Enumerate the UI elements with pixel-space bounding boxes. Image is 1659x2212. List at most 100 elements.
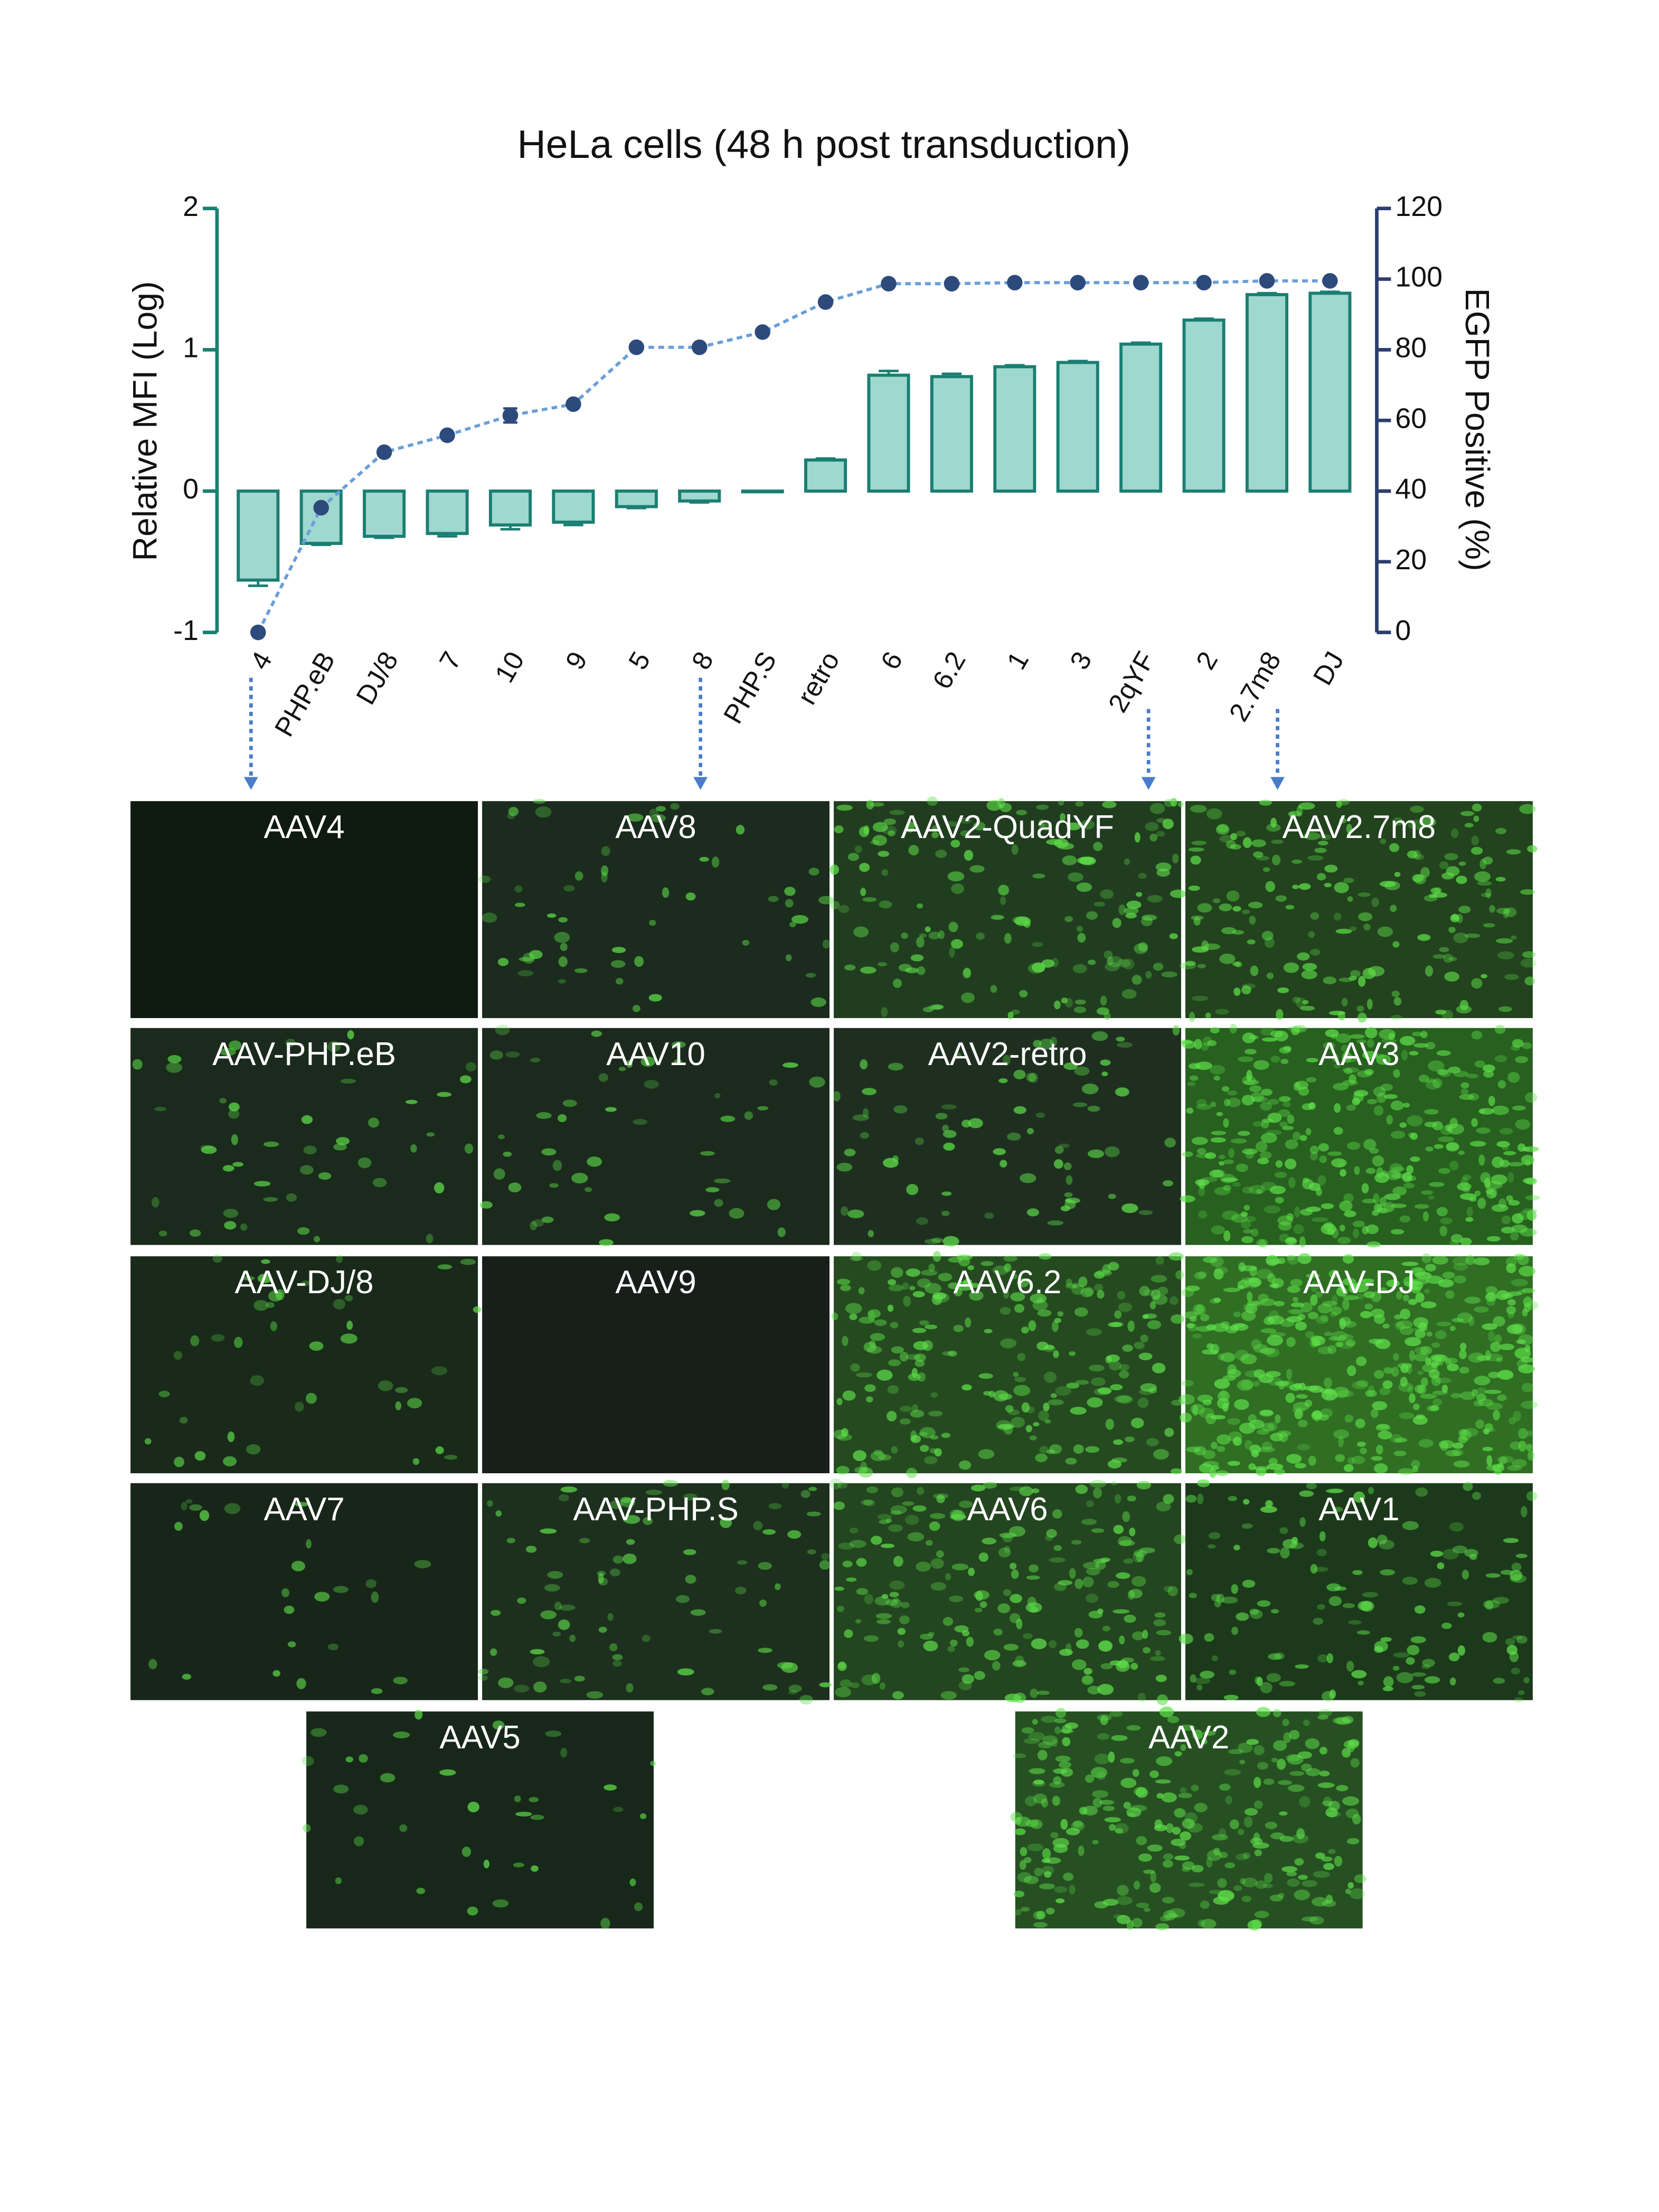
y2-tick-label: 40 [1395, 473, 1427, 505]
cell [1460, 1082, 1469, 1089]
cell [1170, 1468, 1182, 1474]
cell [1439, 1226, 1448, 1237]
cell [954, 1625, 969, 1633]
cell [199, 1510, 210, 1521]
cell [1390, 1100, 1404, 1110]
cell [757, 1106, 769, 1110]
cell [1352, 1814, 1361, 1824]
cell [1405, 1337, 1421, 1347]
cell [1094, 901, 1106, 907]
cell [1116, 1572, 1130, 1579]
cell [1269, 1185, 1286, 1194]
cell [1028, 1072, 1038, 1083]
cell [1179, 1413, 1192, 1423]
cell [1243, 1303, 1255, 1312]
cell [810, 997, 826, 1008]
cell [1277, 987, 1289, 993]
cell [1174, 1808, 1186, 1818]
cell [1033, 1780, 1044, 1785]
cell [371, 1688, 383, 1695]
cell [242, 1276, 255, 1281]
cell [1496, 1141, 1510, 1147]
cell [1476, 1394, 1486, 1401]
cell [1285, 1159, 1297, 1170]
cell [1380, 1084, 1393, 1091]
cell [1510, 1232, 1519, 1241]
cell [1363, 1291, 1375, 1298]
cell [1210, 1442, 1218, 1449]
cell [174, 1456, 185, 1467]
cell [240, 1223, 248, 1231]
cell [1412, 1465, 1419, 1473]
cell [885, 1518, 892, 1523]
cell [936, 1550, 944, 1558]
cell [945, 1573, 951, 1581]
cell [395, 1401, 402, 1410]
cell [1343, 878, 1354, 883]
cell [1117, 1885, 1129, 1896]
cell [1285, 1237, 1297, 1245]
cell [1252, 1300, 1265, 1307]
cell [1386, 1115, 1393, 1125]
cell [1136, 1481, 1152, 1490]
cell [1444, 853, 1458, 861]
cell [1265, 881, 1275, 892]
cell [1256, 1239, 1266, 1247]
cell [1321, 1203, 1334, 1209]
cell [1026, 1072, 1036, 1082]
cell [1428, 1369, 1440, 1379]
cell [1415, 1487, 1428, 1497]
bar [1308, 291, 1352, 493]
cell [883, 818, 896, 825]
cell [1414, 1605, 1426, 1614]
cell [301, 1280, 311, 1286]
cell [1094, 1753, 1110, 1765]
cell [1210, 1065, 1226, 1075]
cell [929, 1513, 946, 1519]
cell [1402, 1294, 1409, 1302]
cell [1512, 1039, 1524, 1048]
bar [299, 490, 343, 545]
cell [1219, 1161, 1225, 1166]
cell [931, 1004, 944, 1010]
cell [1065, 997, 1073, 1008]
cell [444, 1455, 458, 1460]
cell [1059, 1649, 1073, 1656]
cell [612, 1555, 624, 1564]
cell [1097, 1683, 1114, 1695]
cell [152, 1197, 159, 1208]
cell [426, 1132, 435, 1137]
cell [1219, 1828, 1227, 1838]
cell [1296, 1828, 1305, 1840]
cell [1251, 839, 1266, 848]
cell [1501, 1293, 1513, 1298]
cell [1310, 1281, 1319, 1292]
cell [1020, 1173, 1036, 1183]
cell [1143, 1646, 1151, 1654]
cell [912, 1291, 925, 1298]
cell [1265, 1371, 1281, 1378]
cell [1286, 1213, 1294, 1221]
cell [1125, 912, 1137, 919]
cell [930, 1582, 947, 1591]
cell [1449, 1161, 1459, 1171]
cell [1347, 896, 1353, 902]
cell [1126, 900, 1142, 909]
cell [1243, 1229, 1253, 1234]
cell [1424, 1676, 1440, 1684]
cell [781, 1482, 789, 1489]
cell [1450, 1393, 1462, 1399]
cell [932, 825, 939, 831]
cell [891, 1346, 904, 1354]
cell [1511, 1562, 1522, 1571]
cell [1019, 1860, 1026, 1870]
cell [610, 960, 626, 968]
cell [1409, 1051, 1419, 1056]
cell [531, 1865, 539, 1872]
cell [1053, 1350, 1059, 1358]
point [250, 624, 266, 641]
cell [958, 1667, 969, 1672]
cell [1127, 1590, 1135, 1600]
cell [1003, 1255, 1017, 1262]
cell [571, 1173, 588, 1184]
